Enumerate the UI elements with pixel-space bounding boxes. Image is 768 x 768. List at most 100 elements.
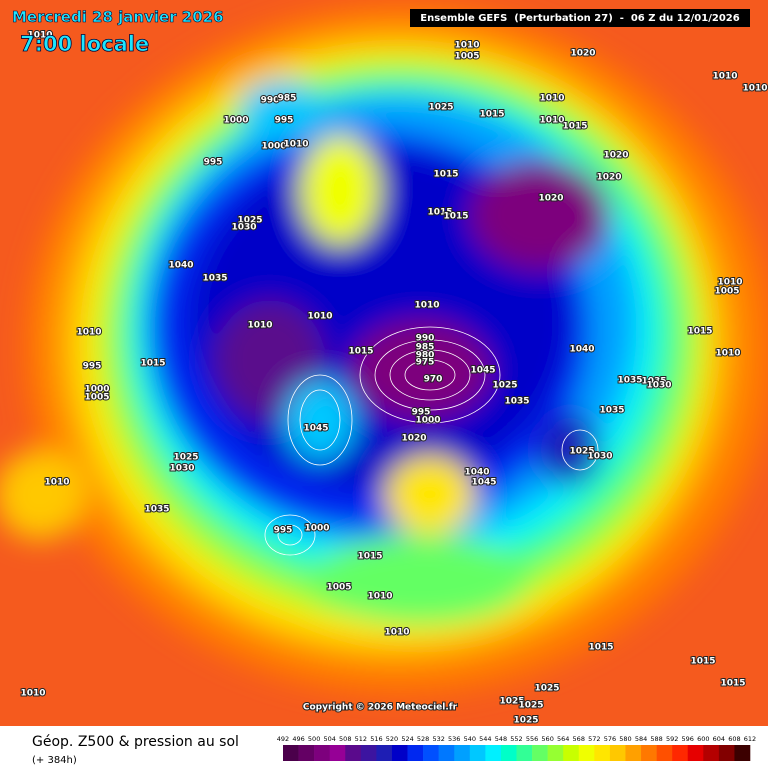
pressure-label: 1035 bbox=[202, 274, 227, 284]
isobars bbox=[264, 326, 599, 556]
pressure-label: 1000 bbox=[84, 385, 109, 395]
pressure-label: 1025 bbox=[492, 381, 517, 391]
colorbar-label: 496 bbox=[292, 735, 304, 743]
colorbar-swatch bbox=[578, 745, 595, 761]
copyright: Copyright © 2026 Meteociel.fr bbox=[303, 703, 458, 713]
pressure-label: 1015 bbox=[690, 657, 715, 667]
pressure-label: 1015 bbox=[720, 679, 745, 689]
colorbar-label: 528 bbox=[417, 735, 429, 743]
pressure-label: 1010 bbox=[539, 94, 564, 104]
pressure-label: 995 bbox=[274, 526, 293, 536]
pressure-label: 1020 bbox=[596, 173, 621, 183]
colorbar-label: 500 bbox=[308, 735, 320, 743]
colorbar-swatch bbox=[594, 745, 611, 761]
colorbar-label: 504 bbox=[323, 735, 335, 743]
colorbar-swatch bbox=[687, 745, 704, 761]
footer-title: Géop. Z500 & pression au sol bbox=[32, 734, 239, 750]
colorbar-label: 508 bbox=[339, 735, 351, 743]
colorbar-swatch bbox=[672, 745, 689, 761]
colorbar-swatch bbox=[407, 745, 424, 761]
pressure-label: 1025 bbox=[518, 701, 543, 711]
pressure-label: 1010 bbox=[44, 478, 69, 488]
pressure-label: 985 bbox=[416, 343, 435, 353]
field-shading bbox=[0, 5, 768, 695]
colorbar-label: 608 bbox=[728, 735, 740, 743]
pressure-label: 1015 bbox=[687, 327, 712, 337]
colorbar-swatch bbox=[703, 745, 720, 761]
pressure-label: 1030 bbox=[587, 452, 612, 462]
pressure-label: 1000 bbox=[415, 416, 440, 426]
pressure-label: 1010 bbox=[27, 31, 52, 41]
pressure-label: 1010 bbox=[712, 72, 737, 82]
pressure-label: 1010 bbox=[283, 140, 308, 150]
pressure-label: 1010 bbox=[307, 312, 332, 322]
pressure-label: 1035 bbox=[144, 505, 169, 515]
colorbar-swatch bbox=[500, 745, 517, 761]
colorbar-label: 572 bbox=[588, 735, 600, 743]
colorbar-label: 592 bbox=[666, 735, 678, 743]
pressure-label: 990 bbox=[261, 96, 280, 106]
colorbar-label: 552 bbox=[510, 735, 522, 743]
pressure-label: 1010 bbox=[717, 278, 742, 288]
pressure-label: 995 bbox=[83, 362, 102, 372]
pressure-label: 1010 bbox=[742, 84, 767, 94]
pressure-label: 1040 bbox=[168, 261, 193, 271]
pressure-label: 1025 bbox=[499, 697, 524, 707]
date-label: Mercredi 28 janvier 2026 bbox=[12, 8, 224, 26]
pressure-label: 1015 bbox=[433, 170, 458, 180]
pressure-label: 1000 bbox=[261, 142, 286, 152]
pressure-label: 1025 bbox=[569, 447, 594, 457]
pressure-label: 995 bbox=[412, 408, 431, 418]
colorbar-swatch bbox=[625, 745, 642, 761]
pressure-label: 1025 bbox=[428, 103, 453, 113]
pressure-label: 1030 bbox=[646, 381, 671, 391]
colorbar-swatch bbox=[438, 745, 455, 761]
colorbar-label: 596 bbox=[682, 735, 694, 743]
colorbar-swatch bbox=[734, 745, 751, 761]
footer-subtitle: (+ 384h) bbox=[32, 755, 77, 766]
pressure-label: 985 bbox=[278, 94, 297, 104]
pressure-label: 1010 bbox=[367, 592, 392, 602]
colorbar-label: 612 bbox=[744, 735, 756, 743]
colorbar-label: 564 bbox=[557, 735, 569, 743]
colorbar-label: 540 bbox=[464, 735, 476, 743]
pressure-label: 1035 bbox=[504, 397, 529, 407]
colorbar-swatch bbox=[423, 745, 439, 761]
pressure-label: 1015 bbox=[140, 359, 165, 369]
pressure-label: 1045 bbox=[471, 478, 496, 488]
pressure-label: 1000 bbox=[223, 116, 248, 126]
colorbar-swatch bbox=[718, 745, 735, 761]
pressure-label: 1045 bbox=[470, 366, 495, 376]
colorbar-swatch bbox=[283, 745, 299, 761]
pressure-label: 1005 bbox=[326, 583, 351, 593]
pressure-label: 1035 bbox=[617, 376, 642, 386]
colorbar-swatch bbox=[329, 745, 346, 761]
pressure-label: 1010 bbox=[20, 689, 45, 699]
pressure-label: 1040 bbox=[464, 468, 489, 478]
pressure-label: 1025 bbox=[534, 684, 559, 694]
colorbar-label: 516 bbox=[370, 735, 382, 743]
colorbar-swatch bbox=[641, 745, 657, 761]
colorbar-swatch bbox=[469, 745, 486, 761]
pressure-label: 1030 bbox=[169, 464, 194, 474]
colorbar-swatch bbox=[563, 745, 580, 761]
pressure-label: 1015 bbox=[427, 208, 452, 218]
colorbar-swatch bbox=[298, 745, 315, 761]
time-label: 7:00 locale bbox=[20, 32, 149, 56]
pressure-label: 1025 bbox=[513, 716, 538, 726]
model-label: Ensemble GEFS (Perturbation 27) - 06 Z d… bbox=[420, 13, 739, 24]
colorbar-label: 576 bbox=[604, 735, 616, 743]
pressure-label: 970 bbox=[424, 375, 443, 385]
colorbar-label: 548 bbox=[495, 735, 507, 743]
colorbar-swatch bbox=[391, 745, 408, 761]
pressure-label: 1010 bbox=[247, 321, 272, 331]
colorbar-swatch bbox=[609, 745, 626, 761]
colorbar-swatch bbox=[454, 745, 471, 761]
colorbar-swatch bbox=[376, 745, 393, 761]
pressure-label: 1035 bbox=[599, 406, 624, 416]
pressure-label: 1045 bbox=[303, 424, 328, 434]
